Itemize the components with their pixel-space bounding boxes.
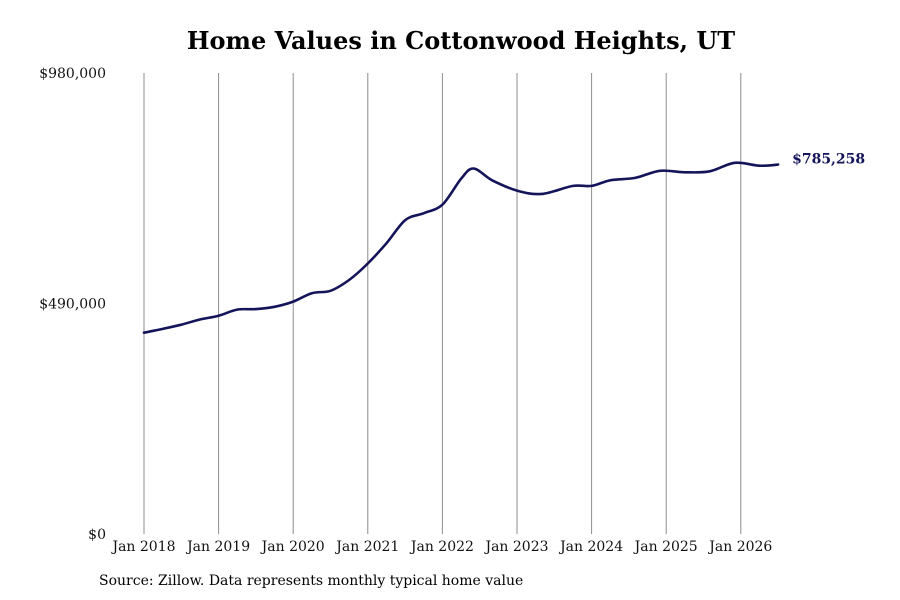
x-tick-label: Jan 2019 <box>185 539 250 555</box>
y-tick-label: $0 <box>88 527 106 543</box>
x-tick-label: Jan 2023 <box>483 539 548 555</box>
series-line <box>142 161 780 334</box>
x-tick-label: Jan 2022 <box>409 539 474 555</box>
x-tick-label: Jan 2021 <box>334 539 399 555</box>
x-tick-label: Jan 2024 <box>558 539 623 555</box>
x-tick-label: Jan 2020 <box>260 539 325 555</box>
y-axis-ticks: $0 $490,000 $980,000 <box>39 66 106 543</box>
x-tick-label: Jan 2026 <box>707 539 772 555</box>
y-tick-label: $490,000 <box>39 297 106 313</box>
chart-title: Home Values in Cottonwood Heights, UT <box>186 26 736 55</box>
y-tick-label: $980,000 <box>39 66 106 82</box>
series-layer <box>142 161 780 334</box>
x-axis-ticks: Jan 2018 Jan 2019 Jan 2020 Jan 2021 Jan 2022… <box>110 539 772 555</box>
end-label-layer: $785,258 <box>792 152 865 168</box>
x-tick-label: Jan 2025 <box>633 539 698 555</box>
grid-lines <box>143 73 742 534</box>
source-note: Source: Zillow. Data represents monthly … <box>99 573 524 589</box>
x-tick-label: Jan 2018 <box>110 539 175 555</box>
end-value-label: $785,258 <box>792 152 865 168</box>
